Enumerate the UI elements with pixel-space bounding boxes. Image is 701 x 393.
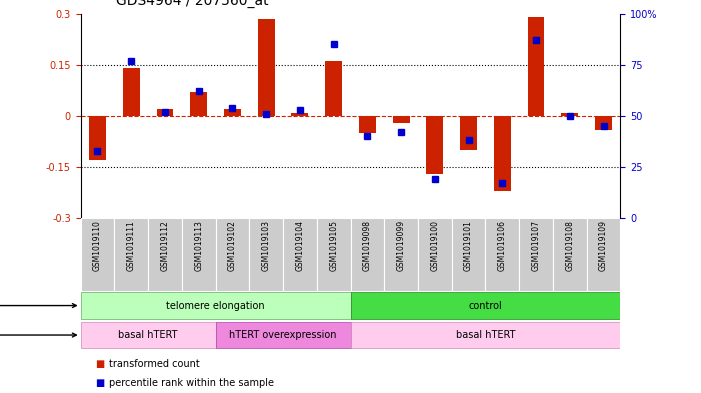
Bar <box>123 68 139 116</box>
Bar <box>258 19 275 116</box>
Bar <box>359 116 376 133</box>
Bar <box>190 92 207 116</box>
Bar <box>250 218 283 291</box>
Bar <box>485 218 519 291</box>
Bar <box>553 218 587 291</box>
Bar <box>156 109 173 116</box>
Text: protocol: protocol <box>0 301 76 310</box>
Text: GDS4964 / 207560_at: GDS4964 / 207560_at <box>116 0 268 8</box>
Bar <box>587 218 620 291</box>
Bar <box>350 322 620 348</box>
Bar <box>528 17 545 116</box>
Bar <box>562 112 578 116</box>
Text: control: control <box>468 301 503 310</box>
Bar <box>283 218 317 291</box>
Text: basal hTERT: basal hTERT <box>456 330 515 340</box>
Text: transformed count: transformed count <box>109 358 199 369</box>
Text: GSM1019101: GSM1019101 <box>464 220 473 271</box>
Text: GSM1019102: GSM1019102 <box>228 220 237 271</box>
Bar <box>494 116 511 191</box>
Text: GSM1019108: GSM1019108 <box>565 220 574 271</box>
Bar <box>81 322 216 348</box>
Bar <box>519 218 553 291</box>
Text: GSM1019099: GSM1019099 <box>397 220 406 272</box>
Bar <box>81 292 350 319</box>
Text: GSM1019106: GSM1019106 <box>498 220 507 271</box>
Text: ■: ■ <box>95 378 104 388</box>
Bar <box>350 218 384 291</box>
Text: GSM1019098: GSM1019098 <box>363 220 372 271</box>
Bar <box>317 218 350 291</box>
Text: GSM1019104: GSM1019104 <box>295 220 304 271</box>
Bar <box>216 218 250 291</box>
Bar <box>89 116 106 160</box>
Bar <box>384 218 418 291</box>
Text: GSM1019112: GSM1019112 <box>161 220 170 271</box>
Text: basal hTERT: basal hTERT <box>118 330 178 340</box>
Bar <box>451 218 485 291</box>
Text: GSM1019110: GSM1019110 <box>93 220 102 271</box>
Bar <box>224 109 241 116</box>
Bar <box>418 218 451 291</box>
Text: GSM1019111: GSM1019111 <box>127 220 136 271</box>
Bar <box>216 322 350 348</box>
Text: ■: ■ <box>95 358 104 369</box>
Text: GSM1019109: GSM1019109 <box>599 220 608 271</box>
Bar <box>350 292 620 319</box>
Text: percentile rank within the sample: percentile rank within the sample <box>109 378 273 388</box>
Bar <box>148 218 182 291</box>
Text: hTERT overexpression: hTERT overexpression <box>229 330 336 340</box>
Text: GSM1019107: GSM1019107 <box>531 220 540 271</box>
Bar <box>325 61 342 116</box>
Bar <box>182 218 216 291</box>
Bar <box>426 116 443 174</box>
Text: telomere elongation: telomere elongation <box>166 301 265 310</box>
Text: GSM1019100: GSM1019100 <box>430 220 440 271</box>
Text: GSM1019105: GSM1019105 <box>329 220 338 271</box>
Bar <box>460 116 477 150</box>
Bar <box>292 112 308 116</box>
Bar <box>393 116 409 123</box>
Bar <box>81 218 114 291</box>
Bar <box>595 116 612 130</box>
Text: GSM1019113: GSM1019113 <box>194 220 203 271</box>
Text: GSM1019103: GSM1019103 <box>261 220 271 271</box>
Bar <box>114 218 148 291</box>
Text: genotype/variation: genotype/variation <box>0 330 76 340</box>
